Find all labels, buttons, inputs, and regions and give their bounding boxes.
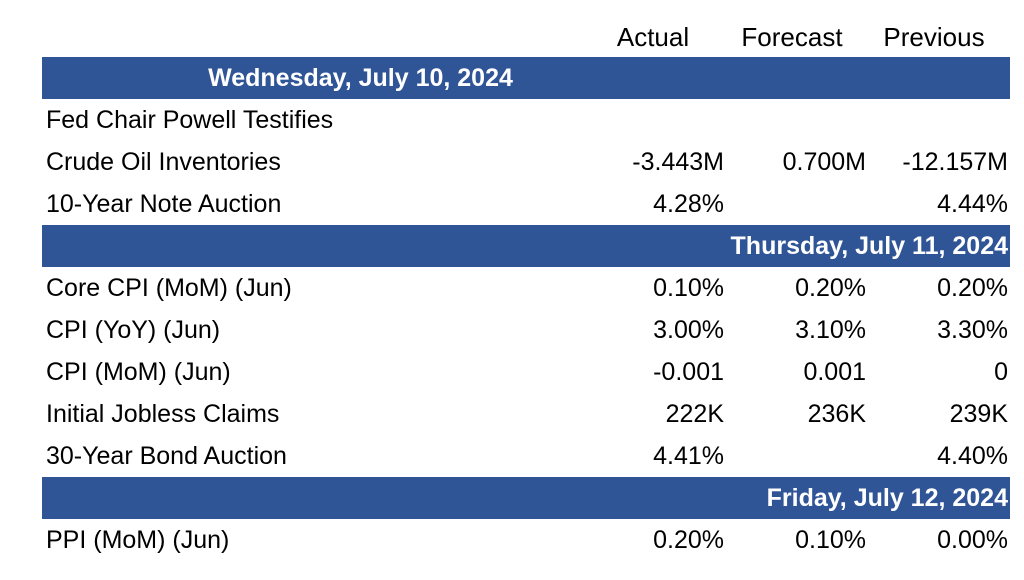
event-name: 10-Year Note Auction bbox=[46, 190, 282, 218]
actual-value: 0.20% bbox=[653, 526, 724, 554]
table-row: Fed Chair Powell Testifies bbox=[42, 99, 1010, 141]
previous-value: 239K bbox=[949, 400, 1008, 428]
forecast-value: 3.10% bbox=[795, 316, 866, 344]
event-name: 30-Year Bond Auction bbox=[46, 442, 287, 470]
actual-value: 0.10% bbox=[653, 274, 724, 302]
economic-calendar-table: Actual Forecast Previous Wednesday, July… bbox=[42, 0, 1010, 561]
event-name: Initial Jobless Claims bbox=[46, 400, 280, 428]
event-name: PPI (MoM) (Jun) bbox=[46, 526, 230, 554]
table-row: Core CPI (MoM) (Jun) 0.10% 0.20% 0.20% bbox=[42, 267, 1010, 309]
table-row: 10-Year Note Auction 4.28% 4.44% bbox=[42, 183, 1010, 225]
column-header-row: Actual Forecast Previous bbox=[42, 0, 1010, 57]
previous-value: 3.30% bbox=[937, 316, 1008, 344]
forecast-value: 0.700M bbox=[782, 148, 866, 176]
table-row: Initial Jobless Claims 222K 236K 239K bbox=[42, 393, 1010, 435]
forecast-value: 0.001 bbox=[803, 358, 866, 386]
previous-value: -12.157M bbox=[902, 148, 1008, 176]
table-row: 30-Year Bond Auction 4.41% 4.40% bbox=[42, 435, 1010, 477]
actual-value: -3.443M bbox=[632, 148, 724, 176]
column-header-forecast: Forecast bbox=[741, 22, 843, 52]
day-heading-label: Thursday, July 11, 2024 bbox=[730, 232, 1008, 260]
column-header-actual: Actual bbox=[616, 22, 690, 52]
forecast-value: 0.10% bbox=[795, 526, 866, 554]
day-heading-wednesday: Wednesday, July 10, 2024 bbox=[42, 57, 1010, 99]
event-name: Core CPI (MoM) (Jun) bbox=[46, 274, 292, 302]
event-name: CPI (YoY) (Jun) bbox=[46, 316, 221, 344]
actual-value: 4.41% bbox=[653, 442, 724, 470]
previous-value: 4.40% bbox=[937, 442, 1008, 470]
forecast-value: 236K bbox=[807, 400, 866, 428]
day-heading-label: Wednesday, July 10, 2024 bbox=[208, 64, 513, 92]
table-row: Crude Oil Inventories -3.443M 0.700M -12… bbox=[42, 141, 1010, 183]
day-heading-friday: Friday, July 12, 2024 bbox=[42, 477, 1010, 519]
day-heading-label: Friday, July 12, 2024 bbox=[766, 484, 1008, 512]
table-row: CPI (MoM) (Jun) -0.001 0.001 0 bbox=[42, 351, 1010, 393]
previous-value: 0.20% bbox=[937, 274, 1008, 302]
event-name: Fed Chair Powell Testifies bbox=[46, 106, 334, 134]
previous-value: 0 bbox=[994, 358, 1008, 386]
actual-value: 4.28% bbox=[653, 190, 724, 218]
actual-value: 222K bbox=[665, 400, 724, 428]
forecast-value: 0.20% bbox=[795, 274, 866, 302]
table-row: CPI (YoY) (Jun) 3.00% 3.10% 3.30% bbox=[42, 309, 1010, 351]
event-name: CPI (MoM) (Jun) bbox=[46, 358, 231, 386]
table-row: PPI (MoM) (Jun) 0.20% 0.10% 0.00% bbox=[42, 519, 1010, 561]
previous-value: 0.00% bbox=[937, 526, 1008, 554]
actual-value: -0.001 bbox=[653, 358, 724, 386]
actual-value: 3.00% bbox=[653, 316, 724, 344]
event-name: Crude Oil Inventories bbox=[46, 148, 281, 176]
previous-value: 4.44% bbox=[937, 190, 1008, 218]
day-heading-thursday: Thursday, July 11, 2024 bbox=[42, 225, 1010, 267]
column-header-previous: Previous bbox=[883, 22, 985, 52]
